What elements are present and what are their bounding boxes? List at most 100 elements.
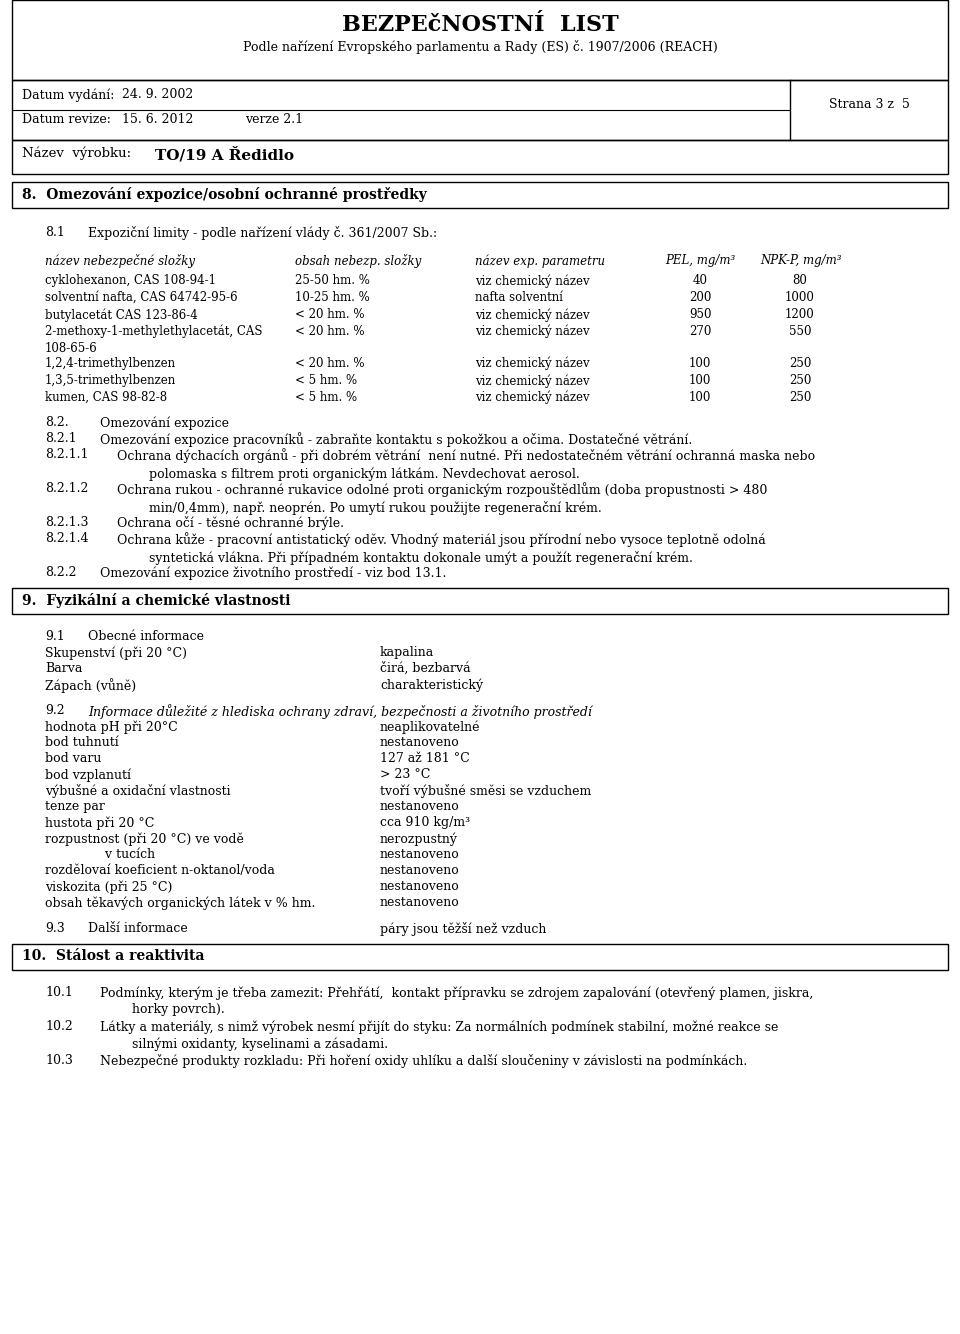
Text: 40: 40 xyxy=(692,273,708,287)
Text: butylacetát CAS 123-86-4: butylacetát CAS 123-86-4 xyxy=(45,308,198,321)
Text: 250: 250 xyxy=(789,374,811,387)
Text: 8.  Omezování expozice/osobní ochranné prostředky: 8. Omezování expozice/osobní ochranné pr… xyxy=(22,187,427,201)
Text: bod vzplanutí: bod vzplanutí xyxy=(45,768,131,782)
Text: Datum vydání:: Datum vydání: xyxy=(22,88,114,101)
Text: 10.3: 10.3 xyxy=(45,1054,73,1067)
Text: Látky a materiály, s nimž výrobek nesmí přijít do styku: Za normálních podmínek : Látky a materiály, s nimž výrobek nesmí … xyxy=(100,1021,779,1051)
Text: nestanoveno: nestanoveno xyxy=(380,800,460,812)
Text: viskozita (při 25 °C): viskozita (při 25 °C) xyxy=(45,880,173,894)
Text: nestanoveno: nestanoveno xyxy=(380,736,460,748)
Text: Další informace: Další informace xyxy=(88,922,188,935)
Text: 100: 100 xyxy=(689,374,711,387)
Text: výbušné a oxidační vlastnosti: výbušné a oxidační vlastnosti xyxy=(45,784,230,798)
Text: bod tuhnutí: bod tuhnutí xyxy=(45,736,119,748)
Text: 100: 100 xyxy=(689,358,711,370)
Bar xyxy=(12,80,948,140)
Text: Omezování expozice pracovníků - zabraňte kontaktu s pokožkou a očima. Dostatečné: Omezování expozice pracovníků - zabraňte… xyxy=(100,432,692,447)
Text: 8.2.1.1: 8.2.1.1 xyxy=(45,448,88,462)
Bar xyxy=(12,944,948,970)
Text: 15. 6. 2012: 15. 6. 2012 xyxy=(122,113,193,125)
Text: Ochrana očí - těsné ochranné brýle.: Ochrana očí - těsné ochranné brýle. xyxy=(117,516,344,530)
Text: viz chemický název: viz chemický název xyxy=(475,273,589,288)
Text: název exp. parametru: název exp. parametru xyxy=(475,253,605,268)
Text: viz chemický název: viz chemický název xyxy=(475,325,589,339)
Text: viz chemický název: viz chemický název xyxy=(475,374,589,387)
Text: 8.2.2: 8.2.2 xyxy=(45,566,77,579)
Text: 8.1: 8.1 xyxy=(45,225,65,239)
Text: 8.2.1: 8.2.1 xyxy=(45,432,77,446)
Text: název nebezpečné složky: název nebezpečné složky xyxy=(45,253,195,268)
Text: 10.  Stálost a reaktivita: 10. Stálost a reaktivita xyxy=(22,948,204,963)
Text: < 20 hm. %: < 20 hm. % xyxy=(295,358,365,370)
Text: PEL, mg/m³: PEL, mg/m³ xyxy=(665,253,735,267)
Text: páry jsou těžší než vzduch: páry jsou těžší než vzduch xyxy=(380,922,546,936)
Text: 8.2.1.2: 8.2.1.2 xyxy=(45,482,88,495)
Text: cyklohexanon, CAS 108-94-1: cyklohexanon, CAS 108-94-1 xyxy=(45,273,216,287)
Text: Nebezpečné produkty rozkladu: Při hoření oxidy uhlíku a další sloučeniny v závis: Nebezpečné produkty rozkladu: Při hoření… xyxy=(100,1054,747,1069)
Text: Ochrana dýchacích orgánů - při dobrém větrání  není nutné. Při nedostatečném vět: Ochrana dýchacích orgánů - při dobrém vě… xyxy=(117,448,815,480)
Text: kapalina: kapalina xyxy=(380,646,434,659)
Text: 8.2.1.3: 8.2.1.3 xyxy=(45,516,88,530)
Text: 9.3: 9.3 xyxy=(45,922,64,935)
Text: obsah nebezp. složky: obsah nebezp. složky xyxy=(295,253,421,268)
Text: tenze par: tenze par xyxy=(45,800,105,812)
Text: < 20 hm. %: < 20 hm. % xyxy=(295,308,365,321)
Bar xyxy=(12,0,948,80)
Text: 25-50 hm. %: 25-50 hm. % xyxy=(295,273,370,287)
Text: 250: 250 xyxy=(789,358,811,370)
Text: nerozpustný: nerozpustný xyxy=(380,832,458,846)
Text: 270: 270 xyxy=(689,325,711,338)
Text: 24. 9. 2002: 24. 9. 2002 xyxy=(122,88,193,101)
Text: v tucích: v tucích xyxy=(45,848,156,860)
Bar xyxy=(12,588,948,614)
Text: Barva: Barva xyxy=(45,662,83,675)
Text: rozdělovaí koeficient n-oktanol/voda: rozdělovaí koeficient n-oktanol/voda xyxy=(45,864,275,876)
Text: 250: 250 xyxy=(789,391,811,404)
Text: Omezování expozice životního prostředí - viz bod 13.1.: Omezování expozice životního prostředí -… xyxy=(100,566,446,579)
Text: Ochrana rukou - ochranné rukavice odolné proti organickým rozpouštědlům (doba pr: Ochrana rukou - ochranné rukavice odolné… xyxy=(117,482,767,515)
Text: 8.2.1.4: 8.2.1.4 xyxy=(45,532,88,546)
Text: Informace důležité z hlediska ochrany zdraví, bezpečnosti a životního prostředí: Informace důležité z hlediska ochrany zd… xyxy=(88,704,592,719)
Text: nestanoveno: nestanoveno xyxy=(380,864,460,876)
Text: 80: 80 xyxy=(793,273,807,287)
Text: obsah těkavých organických látek v % hm.: obsah těkavých organických látek v % hm. xyxy=(45,896,316,910)
Text: > 23 °C: > 23 °C xyxy=(380,768,430,780)
Text: bod varu: bod varu xyxy=(45,752,102,764)
Text: 10.2: 10.2 xyxy=(45,1021,73,1033)
Text: 100: 100 xyxy=(689,391,711,404)
Text: Obecné informace: Obecné informace xyxy=(88,630,204,643)
Text: < 5 hm. %: < 5 hm. % xyxy=(295,391,357,404)
Text: viz chemický název: viz chemický název xyxy=(475,358,589,371)
Text: viz chemický název: viz chemický název xyxy=(475,391,589,404)
Text: 1,3,5-trimethylbenzen: 1,3,5-trimethylbenzen xyxy=(45,374,177,387)
Text: 1,2,4-trimethylbenzen: 1,2,4-trimethylbenzen xyxy=(45,358,176,370)
Text: Strana 3 z  5: Strana 3 z 5 xyxy=(828,99,909,112)
Text: neaplikovatelné: neaplikovatelné xyxy=(380,720,481,734)
Text: 8.2.: 8.2. xyxy=(45,416,68,430)
Text: nafta solventní: nafta solventní xyxy=(475,291,563,304)
Text: < 20 hm. %: < 20 hm. % xyxy=(295,325,365,338)
Text: Název  výrobku:: Název výrobku: xyxy=(22,147,132,160)
Text: verze 2.1: verze 2.1 xyxy=(245,113,303,125)
Text: tvoří výbušné směsi se vzduchem: tvoří výbušné směsi se vzduchem xyxy=(380,784,591,798)
Text: hodnota pH při 20°C: hodnota pH při 20°C xyxy=(45,720,178,734)
Text: solventní nafta, CAS 64742-95-6: solventní nafta, CAS 64742-95-6 xyxy=(45,291,238,304)
Text: Omezování expozice: Omezování expozice xyxy=(100,416,229,430)
Text: 200: 200 xyxy=(689,291,711,304)
Text: Podle nařízení Evropského parlamentu a Rady (ES) č. 1907/2006 (REACH): Podle nařízení Evropského parlamentu a R… xyxy=(243,40,717,53)
Text: 10-25 hm. %: 10-25 hm. % xyxy=(295,291,370,304)
Text: < 5 hm. %: < 5 hm. % xyxy=(295,374,357,387)
Text: 550: 550 xyxy=(789,325,811,338)
Text: nestanoveno: nestanoveno xyxy=(380,880,460,892)
Text: 10.1: 10.1 xyxy=(45,986,73,999)
Text: 2-methoxy-1-methylethylacetát, CAS
108-65-6: 2-methoxy-1-methylethylacetát, CAS 108-6… xyxy=(45,325,262,355)
Text: BEZPEčNOSTNÍ  LIST: BEZPEčNOSTNÍ LIST xyxy=(342,13,618,36)
Bar xyxy=(12,140,948,173)
Text: viz chemický název: viz chemický název xyxy=(475,308,589,321)
Text: 950: 950 xyxy=(688,308,711,321)
Text: 9.2: 9.2 xyxy=(45,704,64,716)
Text: Zápach (vůně): Zápach (vůně) xyxy=(45,678,136,692)
Text: 9.1: 9.1 xyxy=(45,630,64,643)
Text: Ochrana kůže - pracovní antistatický oděv. Vhodný materiál jsou přírodní nebo vy: Ochrana kůže - pracovní antistatický odě… xyxy=(117,532,766,566)
Text: čirá, bezbarvá: čirá, bezbarvá xyxy=(380,662,470,675)
